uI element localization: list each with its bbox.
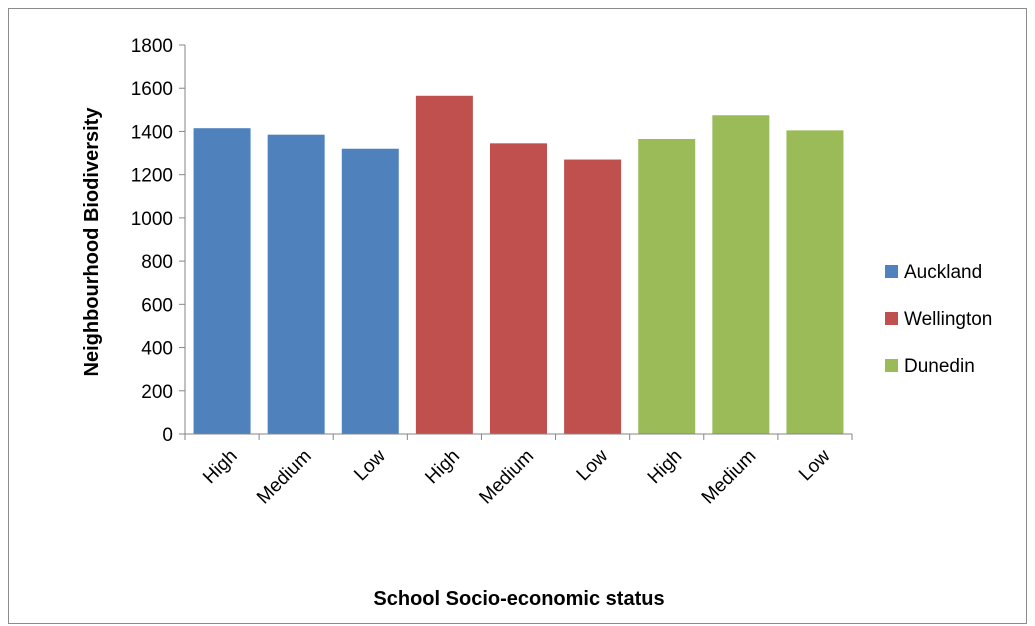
x-tick-label: High	[644, 446, 686, 488]
legend: Auckland Wellington Dunedin	[885, 262, 992, 377]
y-tick-label: 1200	[131, 166, 173, 187]
y-tick-label: 1600	[131, 79, 173, 100]
axes-group	[184, 45, 852, 435]
x-tick-label: High	[199, 446, 241, 488]
x-tick-label: Low	[350, 446, 390, 486]
bar-auckland-low	[341, 148, 399, 434]
x-tick-label: Low	[795, 446, 835, 486]
y-tick-label: 1400	[131, 122, 173, 143]
bars-group	[193, 95, 844, 435]
bar-auckland-high	[193, 128, 251, 435]
legend-label-dunedin: Dunedin	[904, 356, 975, 377]
x-axis-title: School Socio-economic status	[373, 588, 664, 610]
y-tick-label: 200	[141, 382, 173, 403]
y-tick-label: 600	[141, 295, 173, 316]
bar-dunedin-medium	[712, 115, 770, 434]
y-tick-label: 400	[141, 339, 173, 360]
x-tick-label: Medium	[253, 446, 316, 509]
bar-wellington-high	[415, 95, 473, 435]
legend-swatch-dunedin	[885, 359, 898, 372]
bar-auckland-medium	[267, 134, 325, 435]
y-tick-label: 800	[141, 252, 173, 273]
x-tick-label: High	[421, 446, 463, 488]
y-axis-ticks: 0 200 400 600 800 1000 1200 1400 1600 1800	[131, 36, 185, 446]
y-tick-label: 0	[162, 425, 173, 446]
bar-dunedin-low	[786, 130, 844, 434]
y-tick-label: 1800	[131, 36, 173, 57]
legend-label-wellington: Wellington	[904, 309, 992, 330]
y-tick-label: 1000	[131, 209, 173, 230]
y-axis-title: Neighbourhood Biodiversity	[81, 107, 103, 377]
legend-swatch-wellington	[885, 312, 898, 325]
x-tick-label: Medium	[698, 446, 761, 509]
x-tick-label: Low	[573, 446, 613, 486]
legend-swatch-auckland	[885, 265, 898, 278]
legend-label-auckland: Auckland	[904, 262, 982, 283]
bar-wellington-medium	[490, 143, 547, 434]
x-tick-label: Medium	[475, 446, 538, 509]
bar-dunedin-high	[638, 139, 696, 434]
x-axis-ticks: High Medium Low High Medium Low High Medium Low	[184, 434, 853, 509]
bar-wellington-low	[564, 159, 622, 435]
